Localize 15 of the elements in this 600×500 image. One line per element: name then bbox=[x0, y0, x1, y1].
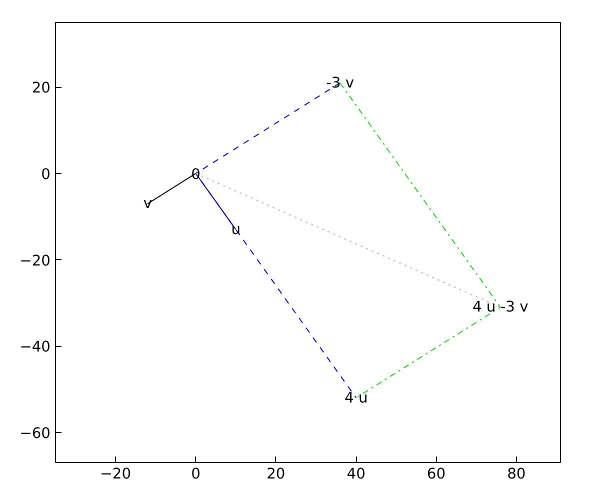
x-tick-label: 60 bbox=[426, 466, 446, 482]
annotation: v bbox=[143, 195, 152, 212]
annotation: -3 v bbox=[326, 74, 354, 92]
x-tick-label: −20 bbox=[100, 466, 132, 482]
x-tick-label: 20 bbox=[266, 466, 286, 482]
annotation: 4 u -3 v bbox=[472, 298, 529, 316]
x-tick-label: 40 bbox=[346, 466, 366, 482]
x-tick-label: 0 bbox=[191, 466, 200, 482]
y-tick-label: −60 bbox=[20, 424, 51, 442]
y-tick-label: 20 bbox=[32, 80, 51, 97]
x-tick-label: 80 bbox=[507, 466, 526, 482]
y-tick-label: 0 bbox=[41, 166, 51, 183]
annotation: 4 u bbox=[344, 389, 368, 406]
y-tick-label: −40 bbox=[20, 338, 51, 356]
y-tick-label: −20 bbox=[20, 252, 51, 270]
